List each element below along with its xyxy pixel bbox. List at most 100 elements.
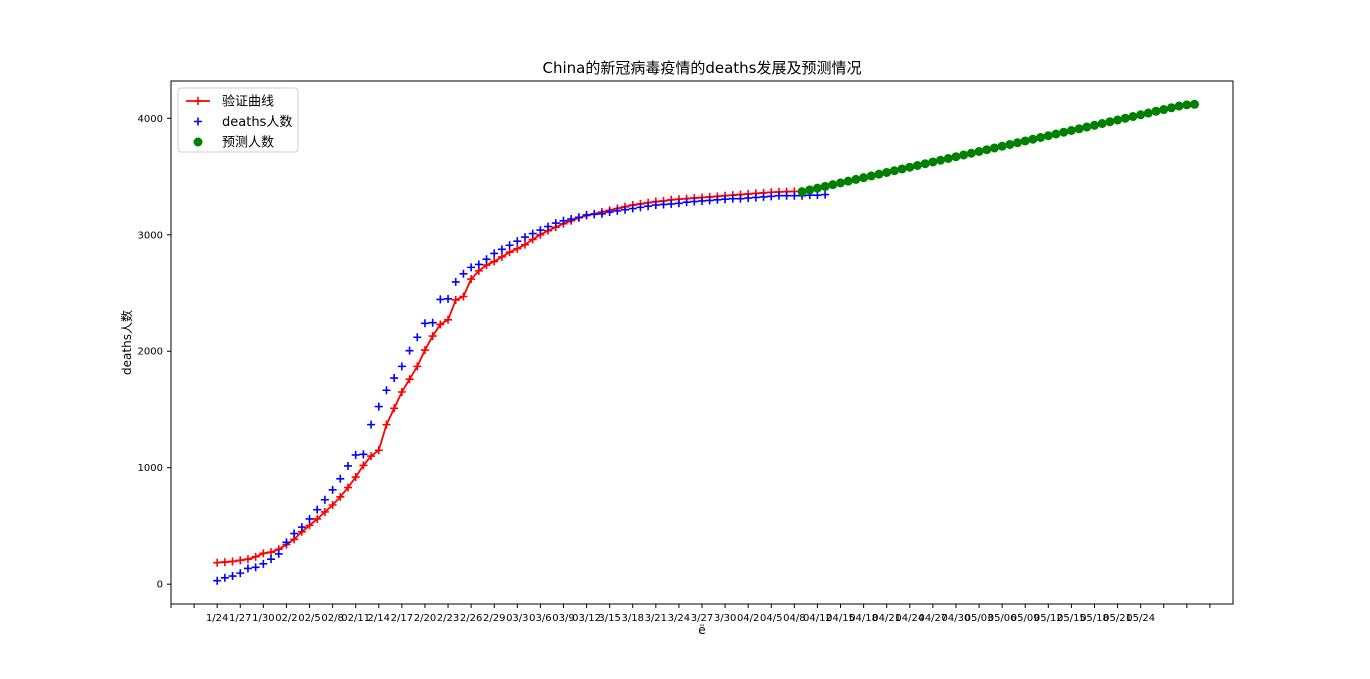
data-point xyxy=(959,150,969,160)
data-point xyxy=(367,452,376,461)
data-point xyxy=(821,190,830,199)
data-point xyxy=(1020,136,1030,146)
data-point xyxy=(1059,127,1069,137)
x-tick-label: 04/2 xyxy=(737,613,759,624)
data-point xyxy=(243,555,252,564)
data-point xyxy=(597,209,606,218)
data-point xyxy=(912,160,922,170)
data-point xyxy=(374,446,383,455)
x-tick-label: 03/6 xyxy=(529,613,551,624)
series-2 xyxy=(797,99,1200,197)
data-point xyxy=(736,194,745,203)
x-tick-label: 2/23 xyxy=(437,613,459,624)
data-point xyxy=(459,292,468,301)
data-point xyxy=(451,277,460,286)
data-point xyxy=(359,450,368,459)
data-point xyxy=(905,162,915,172)
data-point xyxy=(1143,108,1153,118)
x-tick-label: 3/18 xyxy=(622,613,644,624)
data-point xyxy=(920,159,930,169)
data-point xyxy=(659,200,668,209)
data-point xyxy=(459,269,468,278)
y-tick-label: 1000 xyxy=(138,463,163,474)
data-point xyxy=(497,252,506,261)
data-point xyxy=(1166,103,1176,113)
data-point xyxy=(390,374,399,383)
data-point xyxy=(528,229,537,238)
legend-marker xyxy=(193,137,203,147)
data-point xyxy=(351,450,360,459)
data-point xyxy=(705,196,714,205)
data-point xyxy=(436,295,445,304)
data-point xyxy=(797,187,807,197)
data-point xyxy=(1182,100,1192,110)
data-point xyxy=(928,157,938,167)
data-point xyxy=(1151,106,1161,116)
data-point xyxy=(628,204,637,213)
data-point xyxy=(1082,122,1092,132)
data-point xyxy=(213,576,222,585)
data-point xyxy=(951,152,961,162)
data-point xyxy=(667,199,676,208)
x-tick-label: 3/27 xyxy=(691,613,713,624)
x-tick-label: 2/20 xyxy=(414,613,436,624)
data-point xyxy=(1028,134,1038,144)
data-point xyxy=(966,148,976,158)
data-point xyxy=(1066,126,1076,136)
data-point xyxy=(713,195,722,204)
x-tick-label: 03/12 xyxy=(572,613,601,624)
data-point xyxy=(328,500,337,509)
x-tick-label: 2/14 xyxy=(368,613,390,624)
x-tick-label: 05/24 xyxy=(1126,613,1155,624)
data-point xyxy=(866,171,876,181)
data-point xyxy=(228,572,237,581)
data-point xyxy=(1174,101,1184,111)
x-tick-label: 03/3 xyxy=(506,613,528,624)
data-point xyxy=(605,208,614,217)
x-tick-label: 05/06 xyxy=(988,613,1017,624)
data-point xyxy=(420,346,429,355)
data-point xyxy=(436,320,445,329)
data-point xyxy=(828,180,838,190)
data-point xyxy=(397,362,406,371)
data-point xyxy=(1089,120,1099,130)
data-point xyxy=(236,556,245,565)
data-point xyxy=(243,564,252,573)
data-point xyxy=(344,483,352,492)
data-point xyxy=(882,167,892,177)
x-tick-label: 3/15 xyxy=(598,613,620,624)
data-point xyxy=(320,495,329,504)
x-tick-label: 02/11 xyxy=(341,613,370,624)
data-point xyxy=(382,420,391,429)
x-axis-label: ë xyxy=(698,623,705,637)
data-point xyxy=(751,193,760,202)
data-point xyxy=(544,222,553,231)
data-point xyxy=(521,233,529,242)
x-tick-label: 04/30 xyxy=(942,613,971,624)
x-tick-label: 2/29 xyxy=(483,613,505,624)
data-point xyxy=(759,192,768,201)
data-point xyxy=(1136,110,1146,120)
data-point xyxy=(1051,129,1061,139)
data-point xyxy=(1074,124,1084,134)
x-tick-label: 02/2 xyxy=(275,613,297,624)
data-point xyxy=(521,240,529,249)
data-point xyxy=(413,362,422,371)
data-point xyxy=(1159,105,1169,115)
data-point xyxy=(390,404,399,413)
data-point xyxy=(974,146,984,156)
data-point xyxy=(213,558,222,567)
data-point xyxy=(674,199,683,208)
x-tick-label: 04/24 xyxy=(895,613,924,624)
data-point xyxy=(474,260,483,269)
x-tick-label: 05/15 xyxy=(1057,613,1086,624)
data-point xyxy=(1190,99,1200,109)
data-point xyxy=(536,226,545,235)
x-tick-label: 03/9 xyxy=(552,613,574,624)
chart-title: China的新冠病毒疫情的deaths发展及预测情况 xyxy=(543,59,862,77)
x-tick-label: 2/26 xyxy=(460,613,482,624)
data-point xyxy=(812,183,822,193)
data-point xyxy=(1113,115,1123,125)
data-point xyxy=(336,474,345,483)
